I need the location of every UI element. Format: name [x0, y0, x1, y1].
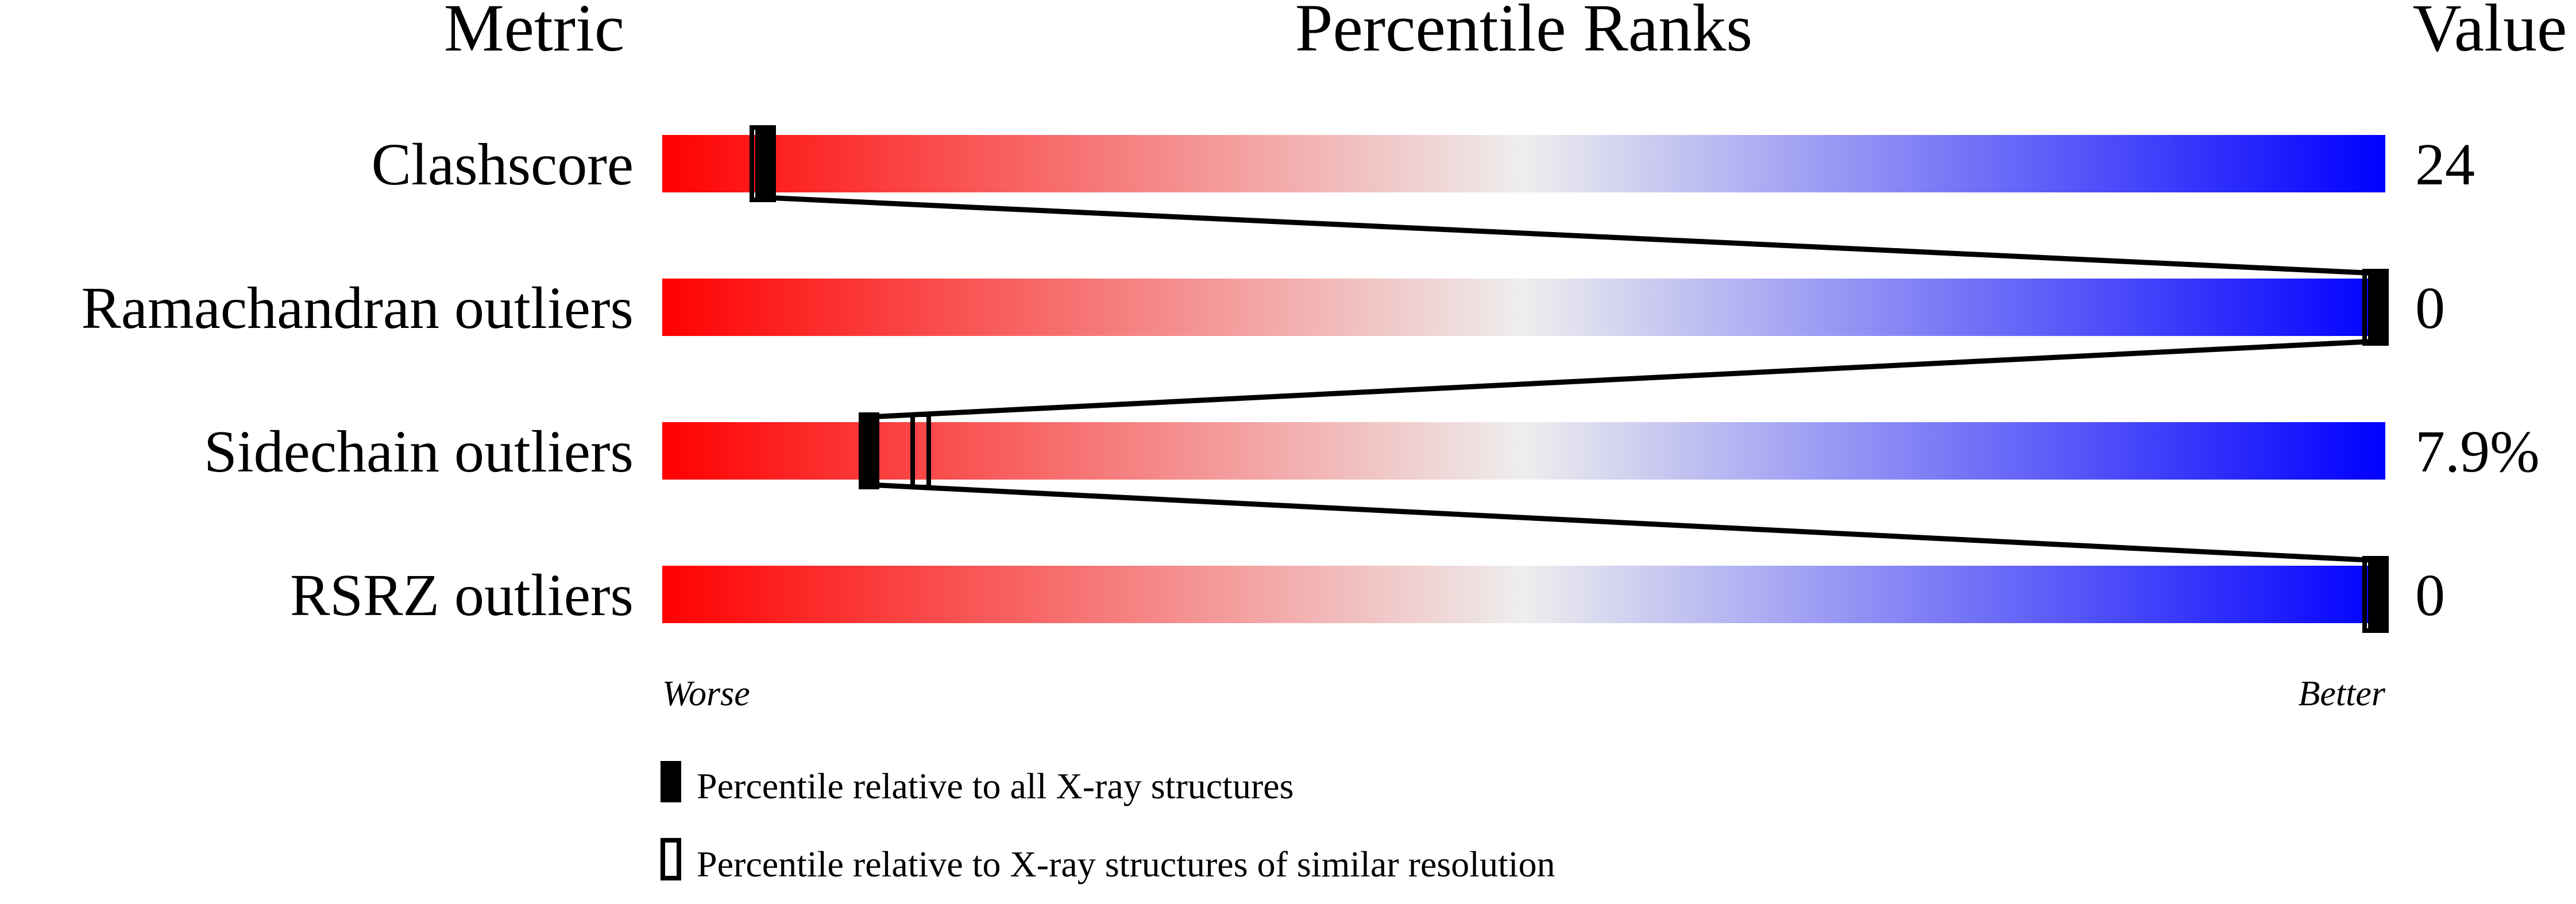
marker-all-structures	[2368, 269, 2389, 346]
axis-worse-label: Worse	[662, 674, 750, 713]
header-value: Value	[2413, 0, 2567, 65]
legend-outline-marker	[661, 838, 681, 880]
legend-filled-marker	[661, 761, 681, 802]
connector-line	[765, 195, 2381, 563]
metric-label: Ramachandran outliers	[81, 275, 634, 341]
metric-value: 0	[2415, 275, 2445, 341]
header-metric: Metric	[444, 0, 625, 65]
marker-all-structures	[755, 125, 776, 202]
metric-value: 0	[2415, 562, 2445, 628]
percentile-bar	[662, 135, 2385, 192]
header-percentile-ranks: Percentile Ranks	[1295, 0, 1752, 65]
metric-label: Sidechain outliers	[204, 419, 634, 485]
percentile-bar	[662, 566, 2385, 623]
metric-label: RSRZ outliers	[290, 562, 634, 628]
metric-label: Clashscore	[372, 132, 634, 198]
marker-similar-resolution	[910, 412, 931, 489]
percentile-bar	[662, 422, 2385, 480]
legend-all-label: Percentile relative to all X-ray structu…	[697, 766, 1294, 806]
metric-value: 7.9%	[2415, 419, 2540, 485]
marker-all-structures	[2368, 556, 2389, 633]
percentile-bar	[662, 279, 2385, 336]
metric-value: 24	[2415, 132, 2475, 198]
axis-better-label: Better	[2299, 674, 2386, 713]
marker-all-structures	[859, 412, 879, 489]
legend-similar-label: Percentile relative to X-ray structures …	[697, 844, 1555, 884]
